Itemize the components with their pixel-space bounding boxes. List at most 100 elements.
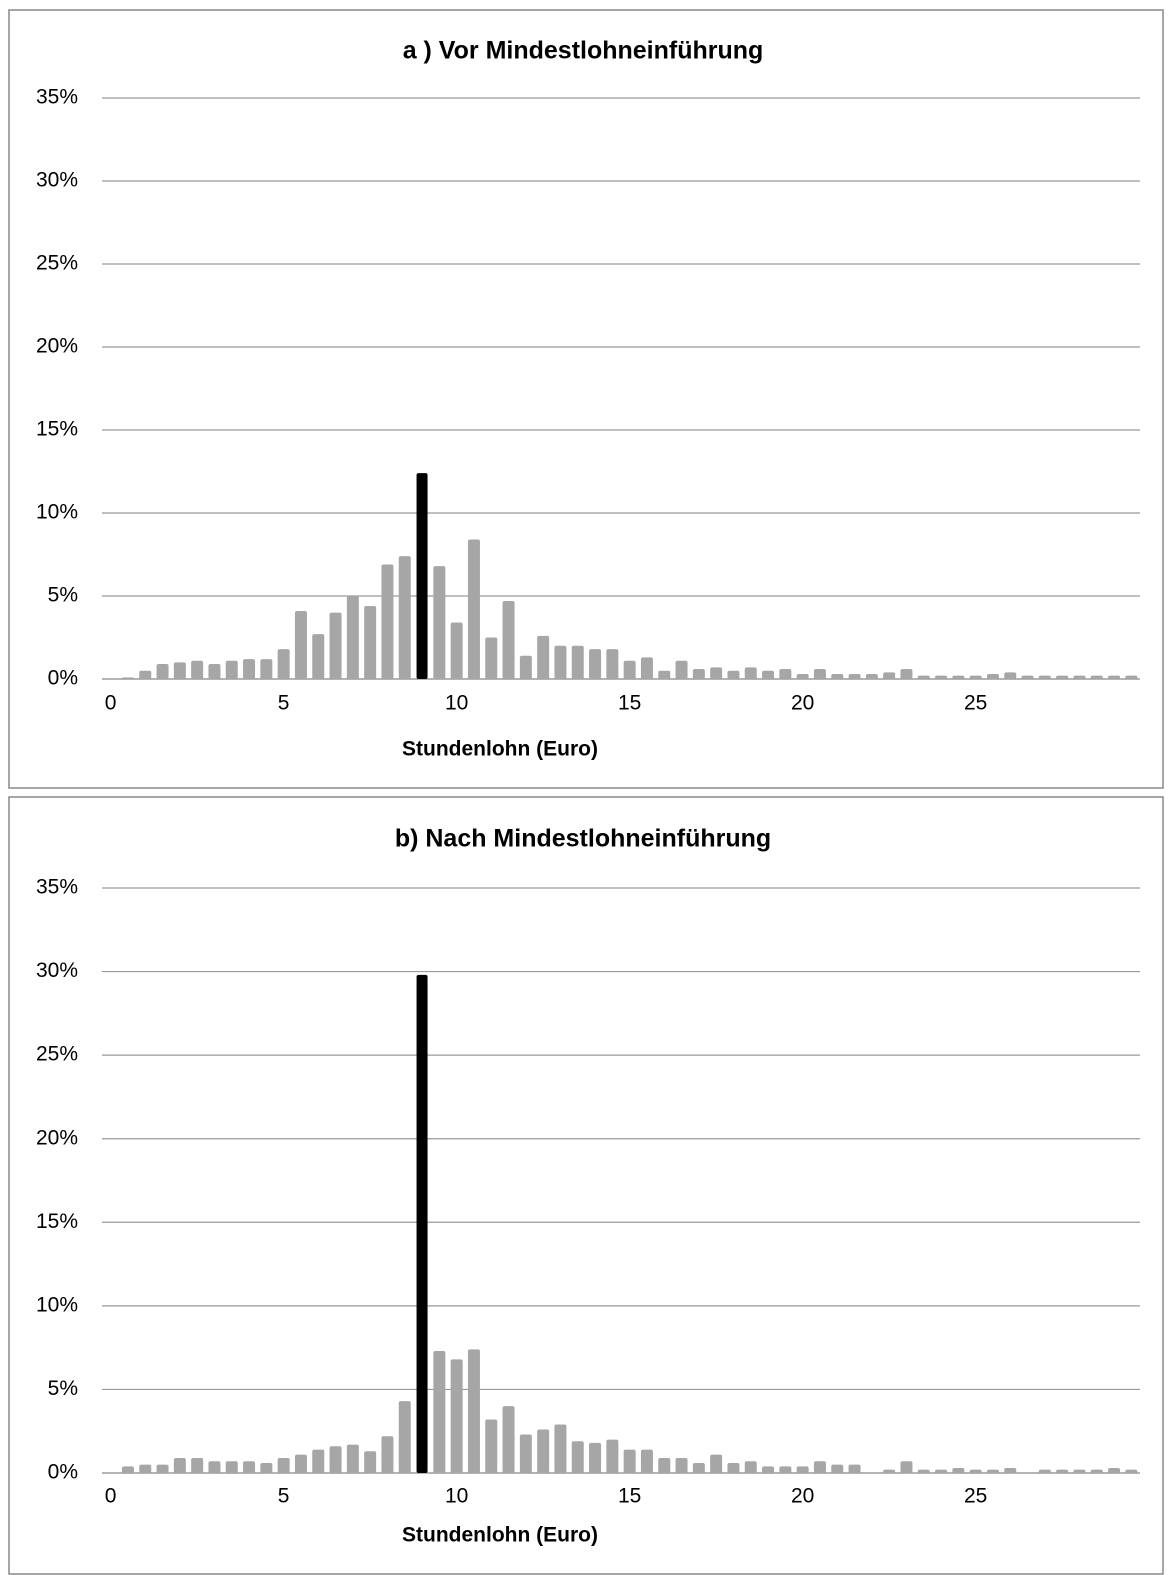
x-tick-label: 25 [964, 1485, 987, 1508]
y-tick-label: 20% [36, 335, 78, 358]
bar [675, 1457, 688, 1473]
bar [294, 1454, 307, 1473]
bar [381, 564, 394, 679]
bar [727, 1462, 740, 1473]
y-tick-label: 25% [36, 252, 78, 275]
y-tick-label: 15% [36, 1210, 78, 1233]
bar [364, 605, 377, 679]
y-tick-label: 5% [48, 584, 78, 607]
bar [831, 674, 844, 679]
x-tick-label: 20 [791, 692, 814, 715]
x-tick-label: 5 [278, 692, 290, 715]
bar [762, 670, 775, 679]
bar [623, 660, 636, 679]
bar [519, 1434, 532, 1473]
y-tick-label: 15% [36, 418, 78, 441]
bar [485, 637, 498, 679]
bar [139, 670, 152, 679]
bar [1038, 1469, 1051, 1473]
bar [692, 669, 705, 679]
bar [900, 1461, 913, 1473]
bar [692, 1462, 705, 1473]
y-tick-label: 0% [48, 1461, 78, 1484]
bar [191, 660, 204, 679]
bar [935, 675, 948, 679]
x-tick-label: 25 [964, 692, 987, 715]
y-tick-label: 20% [36, 1126, 78, 1149]
bar [796, 674, 809, 679]
bar [277, 1457, 290, 1473]
bar [554, 645, 567, 679]
x-tick-label: 10 [445, 1485, 468, 1508]
y-tick-label: 10% [36, 1293, 78, 1316]
bar [658, 670, 671, 679]
bar [537, 635, 550, 679]
y-tick-label: 35% [36, 876, 78, 899]
bar [935, 1469, 948, 1473]
bar [571, 645, 584, 679]
bar [1125, 1469, 1138, 1473]
bar [986, 674, 999, 679]
bar [554, 1424, 567, 1473]
bar [225, 1461, 238, 1473]
bar [173, 1457, 186, 1473]
bar [1090, 1469, 1103, 1473]
bar [139, 1464, 152, 1473]
bar [1004, 672, 1017, 679]
bar [208, 664, 221, 679]
bar [467, 539, 480, 679]
bar [398, 1401, 411, 1473]
bar [121, 1466, 134, 1473]
bar [571, 1441, 584, 1473]
bar [156, 664, 169, 679]
bar [260, 1462, 273, 1473]
bar [952, 675, 965, 679]
bar [675, 660, 688, 679]
bar [450, 622, 463, 679]
bar [640, 657, 653, 679]
x-tick-label: 0 [105, 692, 117, 715]
bar [519, 655, 532, 679]
bar [1038, 675, 1051, 679]
bar [329, 612, 342, 679]
y-tick-label: 30% [36, 169, 78, 192]
bar [1056, 1469, 1069, 1473]
bar [779, 1466, 792, 1473]
bar [364, 1451, 377, 1473]
bar [467, 1349, 480, 1473]
bar [1108, 1467, 1121, 1473]
bar [1056, 675, 1069, 679]
x-axis-title: Stundenlohn (Euro) [402, 1524, 598, 1547]
bar [969, 675, 982, 679]
x-tick-label: 5 [278, 1485, 290, 1508]
x-tick-label: 20 [791, 1485, 814, 1508]
bar [225, 660, 238, 679]
bar [381, 1436, 394, 1473]
bar [813, 1461, 826, 1473]
bar [589, 649, 602, 679]
bar [865, 674, 878, 679]
panel-frame [8, 796, 1164, 1575]
bar [779, 669, 792, 679]
bar [848, 674, 861, 679]
bar [243, 1461, 256, 1473]
bar [191, 1457, 204, 1473]
bar [1090, 675, 1103, 679]
bar [537, 1429, 550, 1473]
bar [502, 1406, 515, 1473]
bar [1108, 675, 1121, 679]
bar [294, 610, 307, 679]
bar [346, 596, 359, 679]
bar [312, 1449, 325, 1473]
bar [848, 1464, 861, 1473]
bar [260, 659, 273, 679]
bar [917, 1469, 930, 1473]
y-tick-label: 30% [36, 959, 78, 982]
bar [589, 1442, 602, 1473]
y-tick-label: 0% [48, 667, 78, 690]
x-axis-title: Stundenlohn (Euro) [402, 738, 598, 761]
bar [917, 675, 930, 679]
bar [1004, 1467, 1017, 1473]
bar [398, 556, 411, 679]
